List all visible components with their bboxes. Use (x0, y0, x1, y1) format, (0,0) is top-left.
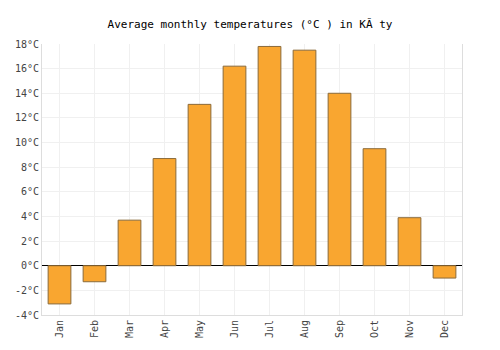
svg-text:Feb: Feb (89, 320, 100, 338)
svg-text:Nov: Nov (404, 320, 415, 338)
svg-text:Average monthly temperatures (: Average monthly temperatures (°C ) in KĂ… (108, 18, 393, 31)
svg-text:Mar: Mar (124, 320, 135, 338)
svg-text:0°C: 0°C (21, 260, 39, 271)
svg-text:Apr: Apr (159, 320, 170, 338)
svg-text:-4°C: -4°C (15, 310, 39, 321)
svg-text:12°C: 12°C (15, 112, 39, 123)
svg-text:6°C: 6°C (21, 186, 39, 197)
svg-text:May: May (194, 320, 205, 338)
svg-text:10°C: 10°C (15, 137, 39, 148)
svg-text:Jul: Jul (264, 320, 275, 338)
svg-text:18°C: 18°C (15, 39, 39, 50)
svg-text:Sep: Sep (334, 320, 345, 338)
svg-text:Aug: Aug (299, 320, 310, 338)
svg-text:-2°C: -2°C (15, 285, 39, 296)
svg-text:Jan: Jan (54, 320, 65, 338)
svg-text:Oct: Oct (369, 320, 380, 338)
svg-text:Dec: Dec (439, 320, 450, 338)
svg-text:16°C: 16°C (15, 63, 39, 74)
svg-text:4°C: 4°C (21, 211, 39, 222)
svg-text:2°C: 2°C (21, 236, 39, 247)
svg-text:8°C: 8°C (21, 162, 39, 173)
svg-text:Jun: Jun (229, 320, 240, 338)
svg-text:14°C: 14°C (15, 88, 39, 99)
